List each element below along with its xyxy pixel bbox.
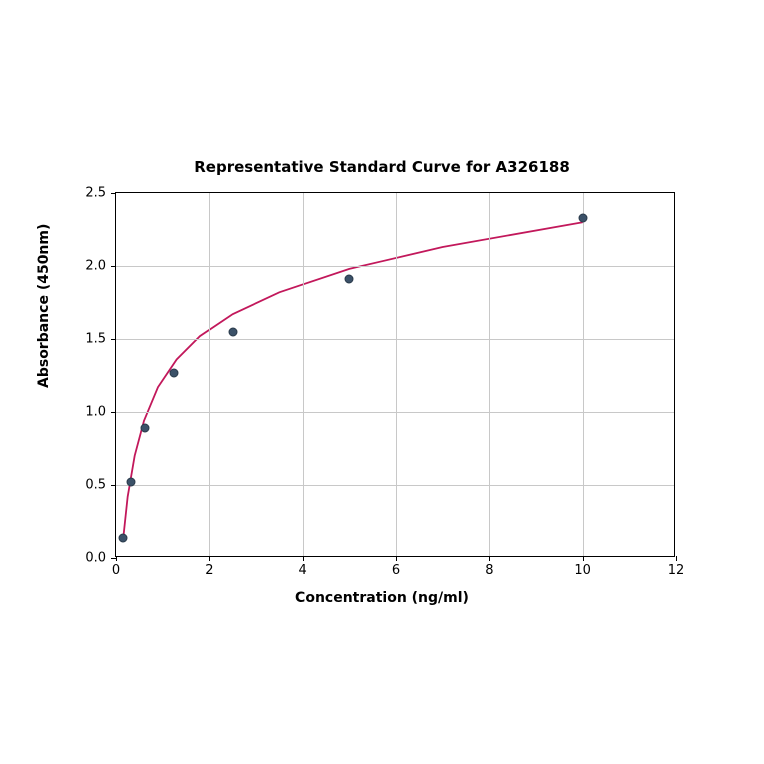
x-tick: [303, 556, 304, 561]
data-point: [141, 424, 150, 433]
y-tick-label: 0.5: [85, 478, 106, 493]
x-tick: [396, 556, 397, 561]
gridline-horizontal: [116, 339, 674, 340]
fitted-curve: [116, 193, 674, 556]
y-axis-label: Absorbance (450nm): [36, 224, 52, 388]
x-tick: [116, 556, 117, 561]
x-tick-label: 2: [205, 563, 213, 578]
y-tick: [111, 485, 116, 486]
plot-area: 0246810120.00.51.01.52.02.5: [115, 192, 675, 557]
data-point: [170, 368, 179, 377]
y-tick-label: 2.0: [85, 259, 106, 274]
y-tick: [111, 412, 116, 413]
y-tick-label: 2.5: [85, 186, 106, 201]
y-tick: [111, 339, 116, 340]
data-point: [578, 213, 587, 222]
gridline-vertical: [209, 193, 210, 556]
x-tick-label: 0: [112, 563, 120, 578]
x-tick: [676, 556, 677, 561]
gridline-vertical: [489, 193, 490, 556]
x-tick-label: 6: [392, 563, 400, 578]
data-point: [119, 533, 128, 542]
y-tick-label: 0.0: [85, 551, 106, 566]
x-tick: [209, 556, 210, 561]
chart-container: Representative Standard Curve for A32618…: [0, 0, 764, 764]
x-tick-label: 10: [574, 563, 591, 578]
x-tick-label: 8: [485, 563, 493, 578]
y-tick: [111, 193, 116, 194]
gridline-horizontal: [116, 266, 674, 267]
x-tick-label: 12: [668, 563, 685, 578]
data-point: [126, 478, 135, 487]
gridline-vertical: [583, 193, 584, 556]
x-tick: [489, 556, 490, 561]
data-point: [345, 275, 354, 284]
y-tick: [111, 266, 116, 267]
gridline-vertical: [303, 193, 304, 556]
gridline-horizontal: [116, 412, 674, 413]
x-tick-label: 4: [299, 563, 307, 578]
gridline-horizontal: [116, 485, 674, 486]
data-point: [228, 327, 237, 336]
x-tick: [583, 556, 584, 561]
gridline-vertical: [396, 193, 397, 556]
chart-title: Representative Standard Curve for A32618…: [0, 158, 764, 176]
y-tick-label: 1.5: [85, 332, 106, 347]
x-axis-label: Concentration (ng/ml): [0, 590, 764, 606]
y-tick: [111, 558, 116, 559]
y-tick-label: 1.0: [85, 405, 106, 420]
